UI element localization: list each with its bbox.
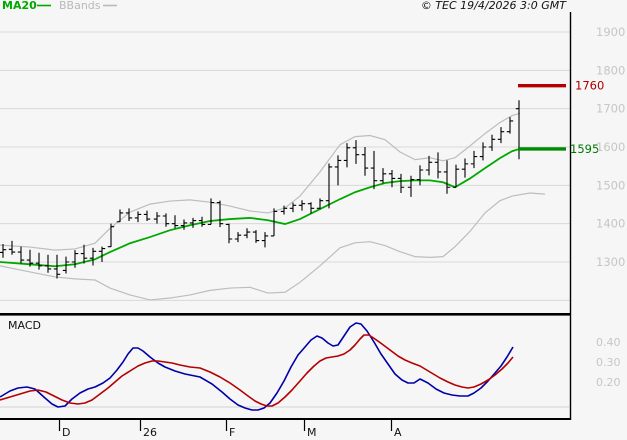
ohlc-bar [26, 249, 34, 267]
ohlc-bar [407, 175, 415, 197]
ohlc-bar [298, 200, 306, 211]
ohlc-bar [98, 246, 106, 262]
ohlc-bar [234, 232, 242, 243]
ohlc-bar [370, 150, 378, 190]
price-tick-label: 1900 [596, 25, 625, 39]
ohlc-bar [171, 215, 179, 229]
price-level-lines: 1760 1595 [518, 79, 604, 156]
macd-line [0, 322, 514, 411]
x-axis-label: M [307, 426, 317, 439]
ohlc-bar [44, 254, 52, 273]
ohlc-bar [470, 150, 478, 169]
ohlc-bar [270, 208, 278, 237]
ohlc-bar [134, 211, 142, 223]
macd-panel-label: MACD [8, 319, 41, 332]
ohlc-bar [180, 219, 188, 230]
ohlc-bar [425, 155, 433, 176]
ohlc-bar [434, 152, 442, 179]
ohlc-bar [53, 254, 61, 279]
ohlc-bar [35, 252, 43, 270]
ohlc-bar [62, 256, 70, 274]
ohlc-bar [397, 173, 405, 193]
ohlc-bar [316, 198, 324, 210]
ohlc-bar [116, 209, 124, 223]
ohlc-bar [216, 200, 224, 228]
ohlc-bar [388, 169, 396, 188]
ohlc-bar [225, 223, 233, 244]
price-tick-label: 1600 [596, 140, 625, 154]
ohlc-bar [8, 240, 16, 255]
ohlc-bar [452, 164, 460, 188]
ohlc-bar [334, 155, 342, 186]
copyright-text: © TEC 19/4/2026 3:0 GMT [421, 0, 567, 12]
price-tick-label: 1300 [596, 255, 625, 269]
x-axis-label: F [229, 426, 235, 439]
ohlc-bar [189, 217, 197, 228]
ohlc-bar [80, 244, 88, 264]
legend-ma20-label: MA20 [2, 0, 37, 12]
ohlc-bar [488, 134, 496, 151]
ohlc-bar [71, 250, 79, 268]
ohlc-bar [443, 160, 451, 194]
ohlc-bar [280, 205, 288, 215]
ohlc-bar [325, 163, 333, 209]
ohlc-bar [379, 168, 387, 184]
ohlc-bar [343, 143, 351, 168]
ohlc-bar [289, 202, 297, 213]
x-axis-label: D [62, 426, 70, 439]
bollinger-lower-line [0, 192, 546, 301]
macd-scale-label: 0.30 [596, 356, 621, 369]
ohlc-bar [352, 140, 360, 164]
ohlc-bar [198, 216, 206, 227]
x-axis-label: A [394, 426, 402, 439]
x-axis-label: 26 [143, 426, 157, 439]
ohlc-bar [479, 142, 487, 161]
ohlc-bar [252, 230, 260, 243]
ohlc-bar [506, 117, 514, 134]
macd-lines [0, 322, 569, 411]
axis-labels: 1900 1800 1700 1600 1500 1400 1300 D 26 F M A 0.40 0.… [58, 25, 625, 439]
price-gridlines [0, 31, 570, 301]
ohlc-bar [307, 202, 315, 214]
bollinger-upper-line [0, 112, 521, 251]
ohlc-bar [416, 165, 424, 186]
ohlc-bar [153, 212, 161, 224]
macd-scale-label: 0.20 [596, 376, 621, 389]
ohlc-bar [207, 198, 215, 225]
macd-scale-label: 0.40 [596, 336, 621, 349]
bollinger-bands [0, 112, 546, 301]
price-tick-label: 1400 [596, 217, 625, 231]
ohlc-bars [0, 100, 523, 279]
ohlc-bar [162, 213, 170, 227]
price-tick-label: 1800 [596, 63, 625, 77]
ohlc-bar [89, 247, 97, 266]
ohlc-bar [0, 243, 7, 258]
ohlc-bar [125, 208, 133, 221]
legend-bbands-label: BBands [59, 0, 101, 12]
ohlc-bar [243, 228, 251, 239]
price-tick-label: 1500 [596, 178, 625, 192]
ohlc-bar [361, 146, 369, 176]
macd-bottom-border [0, 418, 571, 420]
ohlc-bar [261, 232, 269, 248]
ohlc-bar [143, 210, 151, 221]
ohlc-bar [107, 223, 115, 248]
ohlc-bar [497, 127, 505, 144]
ohlc-bar [461, 158, 469, 178]
price-level-label: 1595 [570, 142, 599, 156]
panel-divider [0, 313, 571, 316]
ohlc-bar [17, 246, 25, 264]
price-tick-label: 1700 [596, 102, 625, 116]
price-level-label: 1760 [575, 79, 604, 93]
signal-line [0, 334, 514, 407]
